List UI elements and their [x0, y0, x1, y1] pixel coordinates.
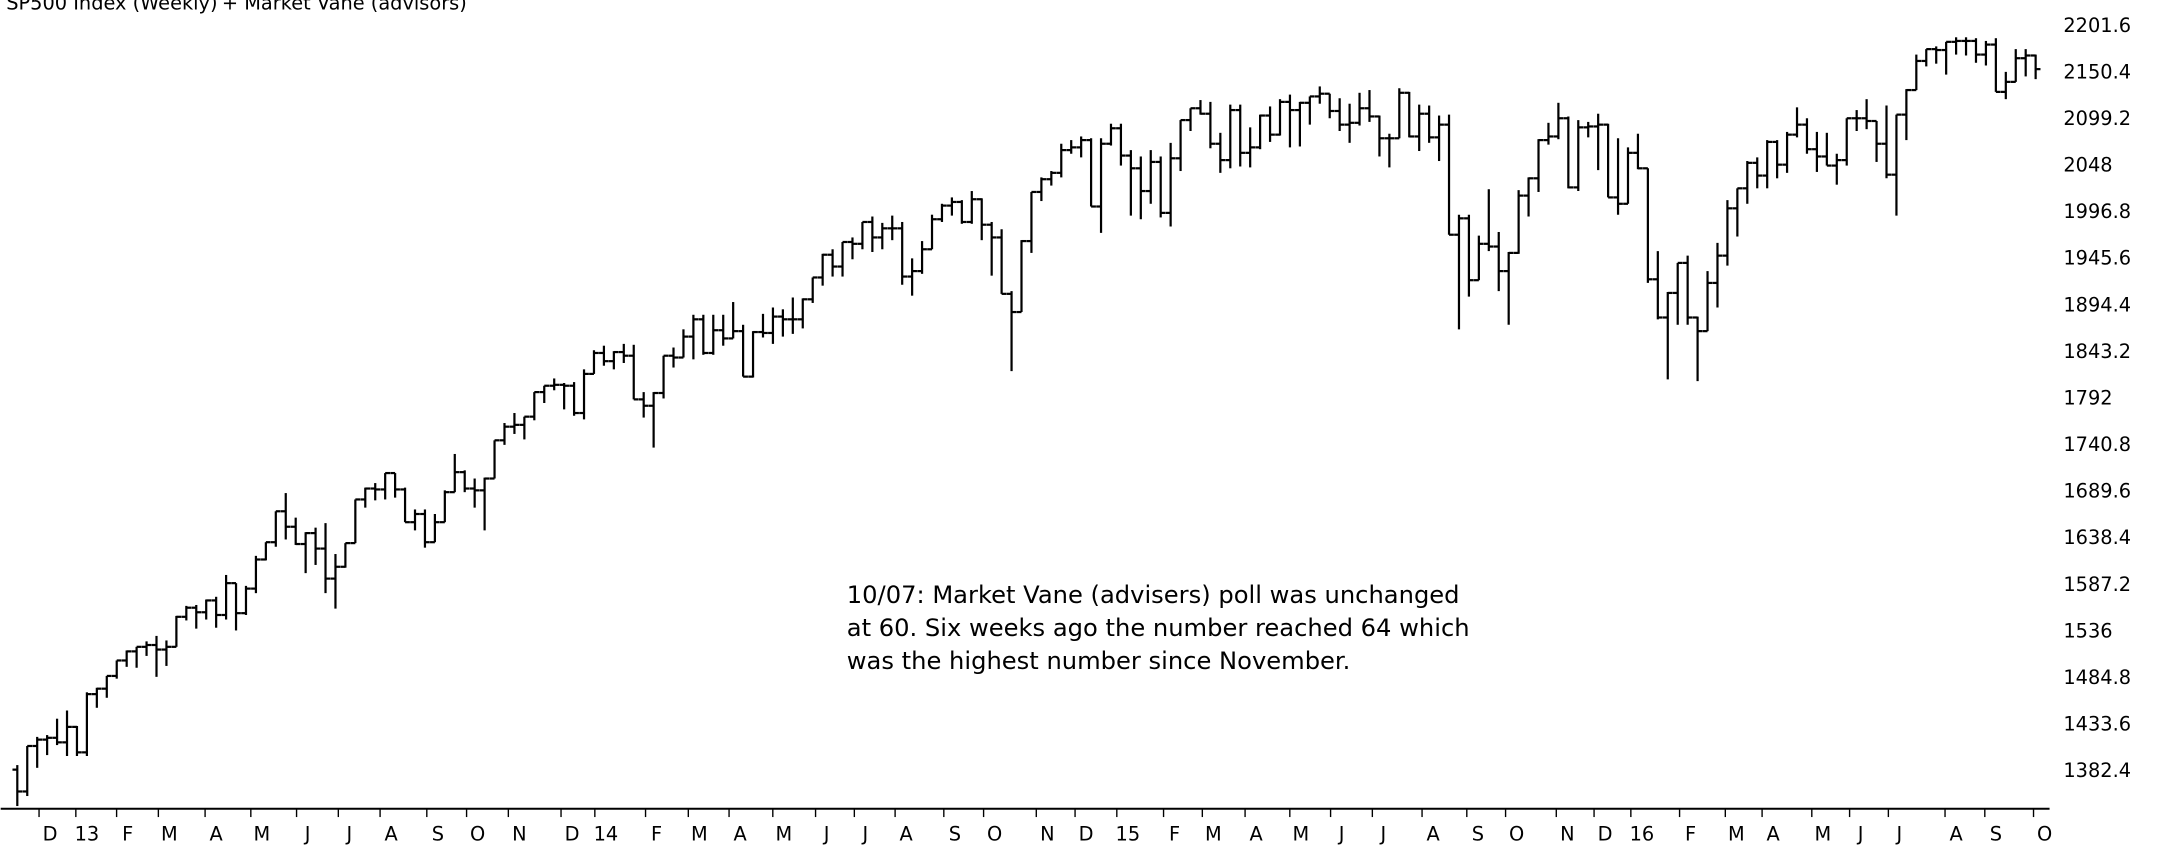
x-tick-label: F — [122, 823, 133, 846]
x-tick-label: N — [1040, 823, 1054, 846]
y-tick-label: 1894.4 — [2063, 293, 2131, 316]
x-tick-label: M — [161, 823, 178, 846]
annotation: was the highest number since November. — [847, 647, 1351, 675]
x-tick-label: J — [862, 823, 869, 846]
y-tick-label: 1843.2 — [2063, 340, 2131, 363]
y-tick-label: 1433.6 — [2063, 713, 2131, 736]
x-tick-label: O — [987, 823, 1002, 846]
x-tick-label: A — [900, 823, 914, 846]
x-tick-label: M — [776, 823, 793, 846]
y-tick-label: 1382.4 — [2063, 759, 2131, 782]
x-tick-label: A — [1949, 823, 1963, 846]
x-tick-label: F — [1169, 823, 1180, 846]
x-tick-label: J — [346, 823, 353, 846]
x-tick-label: J — [1896, 823, 1903, 846]
x-tick-label: M — [691, 823, 708, 846]
x-tick-label: D — [1079, 823, 1094, 846]
y-tick-label: 1792 — [2063, 386, 2112, 409]
x-tick-label: J — [1857, 823, 1864, 846]
y-tick-label: 2099.2 — [2063, 107, 2131, 130]
x-tick-label: D — [43, 823, 58, 846]
y-tick-label: 2150.4 — [2063, 60, 2131, 83]
y-tick-label: 1484.8 — [2063, 666, 2131, 689]
x-tick-label: 16 — [1630, 823, 1655, 846]
x-tick-label: M — [1728, 823, 1745, 846]
chart-subtitle: + Market Vane (advisors) — [222, 0, 467, 15]
x-tick-label: S — [1990, 823, 2002, 846]
chart-title: SP500 Index (Weekly) — [6, 0, 217, 15]
x-tick-label: O — [470, 823, 485, 846]
x-tick-label: S — [432, 823, 444, 846]
x-tick-label: D — [565, 823, 580, 846]
x-tick-label: O — [2037, 823, 2052, 846]
x-tick-label: F — [1685, 823, 1696, 846]
x-tick-label: J — [1380, 823, 1387, 846]
x-tick-label: A — [1427, 823, 1441, 846]
x-tick-label: M — [1815, 823, 1832, 846]
x-tick-label: N — [1560, 823, 1574, 846]
x-tick-label: A — [385, 823, 399, 846]
y-tick-label: 1689.6 — [2063, 480, 2131, 503]
x-tick-label: A — [1250, 823, 1264, 846]
x-tick-label: F — [651, 823, 662, 846]
x-tick-label: M — [1293, 823, 1310, 846]
y-tick-label: 1638.4 — [2063, 526, 2131, 549]
x-tick-label: S — [949, 823, 961, 846]
x-tick-label: J — [823, 823, 830, 846]
x-tick-label: M — [254, 823, 271, 846]
y-tick-label: 2048 — [2063, 154, 2112, 177]
x-tick-label: J — [1338, 823, 1345, 846]
x-tick-label: M — [1205, 823, 1222, 846]
y-tick-label: 1996.8 — [2063, 200, 2131, 223]
annotation: at 60. Six weeks ago the number reached … — [847, 614, 1470, 642]
y-tick-label: 1536 — [2063, 619, 2112, 642]
annotation: 10/07: Market Vane (advisers) poll was u… — [847, 581, 1460, 609]
x-tick-label: 15 — [1116, 823, 1141, 846]
x-tick-label: D — [1598, 823, 1613, 846]
x-tick-label: 13 — [75, 823, 100, 846]
x-tick-label: O — [1509, 823, 1524, 846]
x-tick-label: 14 — [594, 823, 619, 846]
x-tick-label: A — [1767, 823, 1781, 846]
y-tick-label: 2201.6 — [2063, 14, 2131, 37]
y-tick-label: 1945.6 — [2063, 247, 2131, 270]
x-tick-label: A — [210, 823, 224, 846]
y-tick-label: 1740.8 — [2063, 433, 2131, 456]
x-tick-label: A — [734, 823, 748, 846]
y-tick-label: 1587.2 — [2063, 573, 2131, 596]
x-tick-label: J — [304, 823, 311, 846]
x-tick-label: S — [1472, 823, 1484, 846]
x-tick-label: N — [512, 823, 526, 846]
